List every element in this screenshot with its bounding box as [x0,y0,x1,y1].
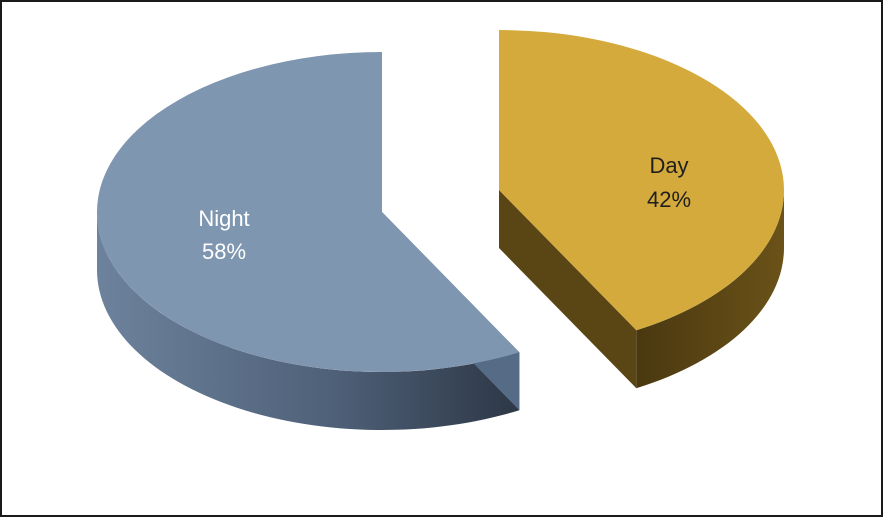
slice-label-night: Night [198,206,249,231]
slice-value-day: 42% [647,187,691,212]
slice-value-night: 58% [202,239,246,264]
slice-side-day [636,190,785,389]
slice-cut-face-day [499,190,637,389]
slice-top-day [499,30,785,331]
slice-label-day: Day [649,153,688,178]
slice-top-night [97,52,520,372]
slice-side-night [96,212,520,431]
